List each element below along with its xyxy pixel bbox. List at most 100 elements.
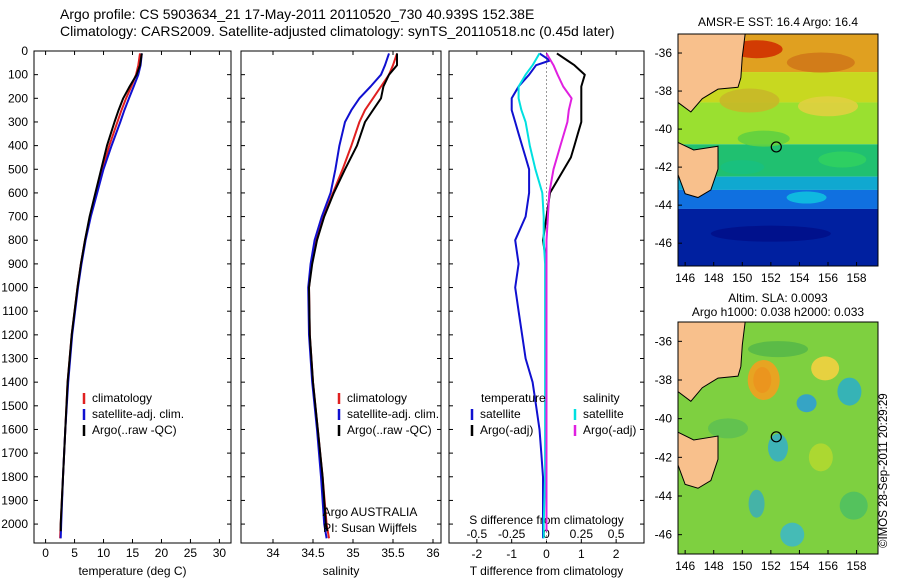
depth-tick-label: 900 <box>8 257 28 271</box>
map-x-tick-label: 146 <box>675 559 695 573</box>
map-y-tick-label: -44 <box>655 198 673 212</box>
depth-tick-label: 1200 <box>1 328 28 342</box>
x-tick-label: 25 <box>184 546 198 560</box>
sla-blob <box>708 418 748 439</box>
depth-tick-label: 300 <box>8 115 28 129</box>
depth-tick-label: 700 <box>8 210 28 224</box>
salinity-profile-chart: 34 34.5 35 35.5 36 salinity climatology satelli… <box>240 50 442 578</box>
x2-tick-label: -0.25 <box>498 527 526 541</box>
sst-blob <box>786 191 827 204</box>
x-tick-label: 35.5 <box>381 546 405 560</box>
series-sal-argo-diff <box>545 52 573 532</box>
diff-legend-sal-label: satellite <box>583 407 624 421</box>
map-y-tick-label: -44 <box>655 489 673 503</box>
map-frame <box>677 321 879 555</box>
map-x-tick-label: 154 <box>789 559 809 573</box>
map-y-tick-label: -36 <box>655 334 673 348</box>
map-y-tick-label: -42 <box>655 450 673 464</box>
depth-tick-label: 1500 <box>1 399 28 413</box>
depth-tick-label: 2000 <box>1 517 28 531</box>
argo-float-marker <box>770 141 782 153</box>
map-content <box>678 34 878 266</box>
sla-blob <box>747 360 780 400</box>
x2-tick-label: 0.25 <box>570 527 594 541</box>
annotation-pi: PI: Susan Wijffels <box>323 521 417 535</box>
series-temp-argo-diff <box>542 52 586 532</box>
x-tick-label: 2 <box>613 547 620 561</box>
temp-legend-label: climatology <box>92 391 152 405</box>
annotation-argo-australia: Argo AUSTRALIA <box>323 505 418 519</box>
temperature-x-label: temperature (deg C) <box>78 564 186 578</box>
diff-legend-temp-label: Argo(-adj) <box>480 423 533 437</box>
temp-legend-label: satellite-adj. clim. <box>92 407 184 421</box>
map-y-tick-label: -46 <box>655 236 673 250</box>
tasmania <box>678 141 719 199</box>
sla-map-subtitle: Argo h1000: 0.038 h2000: 0.033 <box>692 305 864 319</box>
chart-title-line-2: Climatology: CARS2009. Satellite-adjuste… <box>60 23 615 39</box>
depth-tick-label: 800 <box>8 233 28 247</box>
x-tick-label: 20 <box>155 546 169 560</box>
x2-tick-label: -0.5 <box>467 527 488 541</box>
sal-legend-label: Argo(..raw -QC) <box>347 423 432 437</box>
legend-salinity-title: salinity <box>583 391 620 405</box>
diff-legend-sal-label: Argo(-adj) <box>583 423 636 437</box>
x-tick-label: 34 <box>266 546 280 560</box>
map-x-tick-label: 148 <box>704 271 724 285</box>
x-tick-label: 36 <box>426 546 440 560</box>
sla-blob <box>839 491 868 520</box>
legend-temperature-title: temperature <box>481 391 546 405</box>
map-x-tick-label: 158 <box>847 559 867 573</box>
depth-tick-label: 1300 <box>1 352 28 366</box>
sst-map-chart: 146 148 150 152 154 156 158 -36 -38 -40 -42 -44 -46 A… <box>655 15 879 285</box>
sst-band <box>678 176 878 190</box>
sst-blob <box>818 151 867 168</box>
tasmania <box>678 431 719 489</box>
difference-profile-chart: -2 -1 0 1 2-0.5 -0.25 0 0.25 0.5S difference fro… <box>448 50 645 578</box>
map-y-tick-label: -46 <box>655 528 673 542</box>
mainland-australia <box>678 34 746 113</box>
x2-tick-label: 0 <box>543 527 550 541</box>
series-satellite-sal <box>307 53 390 539</box>
x-tick-label: 10 <box>97 546 111 560</box>
series-argo-temp <box>59 53 143 532</box>
x-tick-label: -1 <box>506 547 517 561</box>
sal-legend-label: satellite-adj. clim. <box>347 407 439 421</box>
depth-tick-label: 1400 <box>1 375 28 389</box>
depth-tick-label: 100 <box>8 68 28 82</box>
series-satellite-temp <box>59 53 143 539</box>
series-sal-satellite-diff <box>517 52 547 539</box>
map-x-tick-label: 154 <box>789 271 809 285</box>
x-tick-label: 0 <box>42 546 49 560</box>
x-tick-label: 15 <box>126 546 140 560</box>
t-difference-label: T difference from climatology <box>470 564 624 578</box>
sla-blob <box>796 394 817 413</box>
x-tick-label: 5 <box>71 546 78 560</box>
mainland-australia <box>678 322 746 402</box>
map-x-tick-label: 150 <box>732 271 752 285</box>
sla-map-chart: 146 148 150 152 154 156 158 -36 -38 -40 -42 -44 -46 A… <box>655 291 879 573</box>
x-tick-label: 30 <box>213 546 227 560</box>
map-frame <box>677 33 879 267</box>
depth-tick-label: 1100 <box>2 304 28 318</box>
argo-float-marker <box>770 431 782 443</box>
map-y-tick-label: -38 <box>655 84 673 98</box>
map-content <box>678 322 878 554</box>
depth-tick-label: 1700 <box>1 446 28 460</box>
sla-blob <box>837 377 862 406</box>
depth-tick-label: 1800 <box>1 470 28 484</box>
x-tick-label: 0 <box>543 547 550 561</box>
map-y-tick-label: -40 <box>655 122 673 136</box>
sst-blob <box>720 160 765 175</box>
x2-tick-label: 0.5 <box>608 527 625 541</box>
sst-blob <box>786 52 855 73</box>
depth-tick-label: 1000 <box>1 281 28 295</box>
x-tick-label: -2 <box>472 547 483 561</box>
series-climatology-temp <box>59 53 141 539</box>
map-x-tick-label: 152 <box>761 559 781 573</box>
depth-tick-label: 1900 <box>1 493 28 507</box>
sst-blob <box>798 96 858 117</box>
salinity-plot-frame <box>240 50 442 544</box>
sla-blob <box>808 443 833 472</box>
depth-tick-label: 600 <box>8 186 28 200</box>
